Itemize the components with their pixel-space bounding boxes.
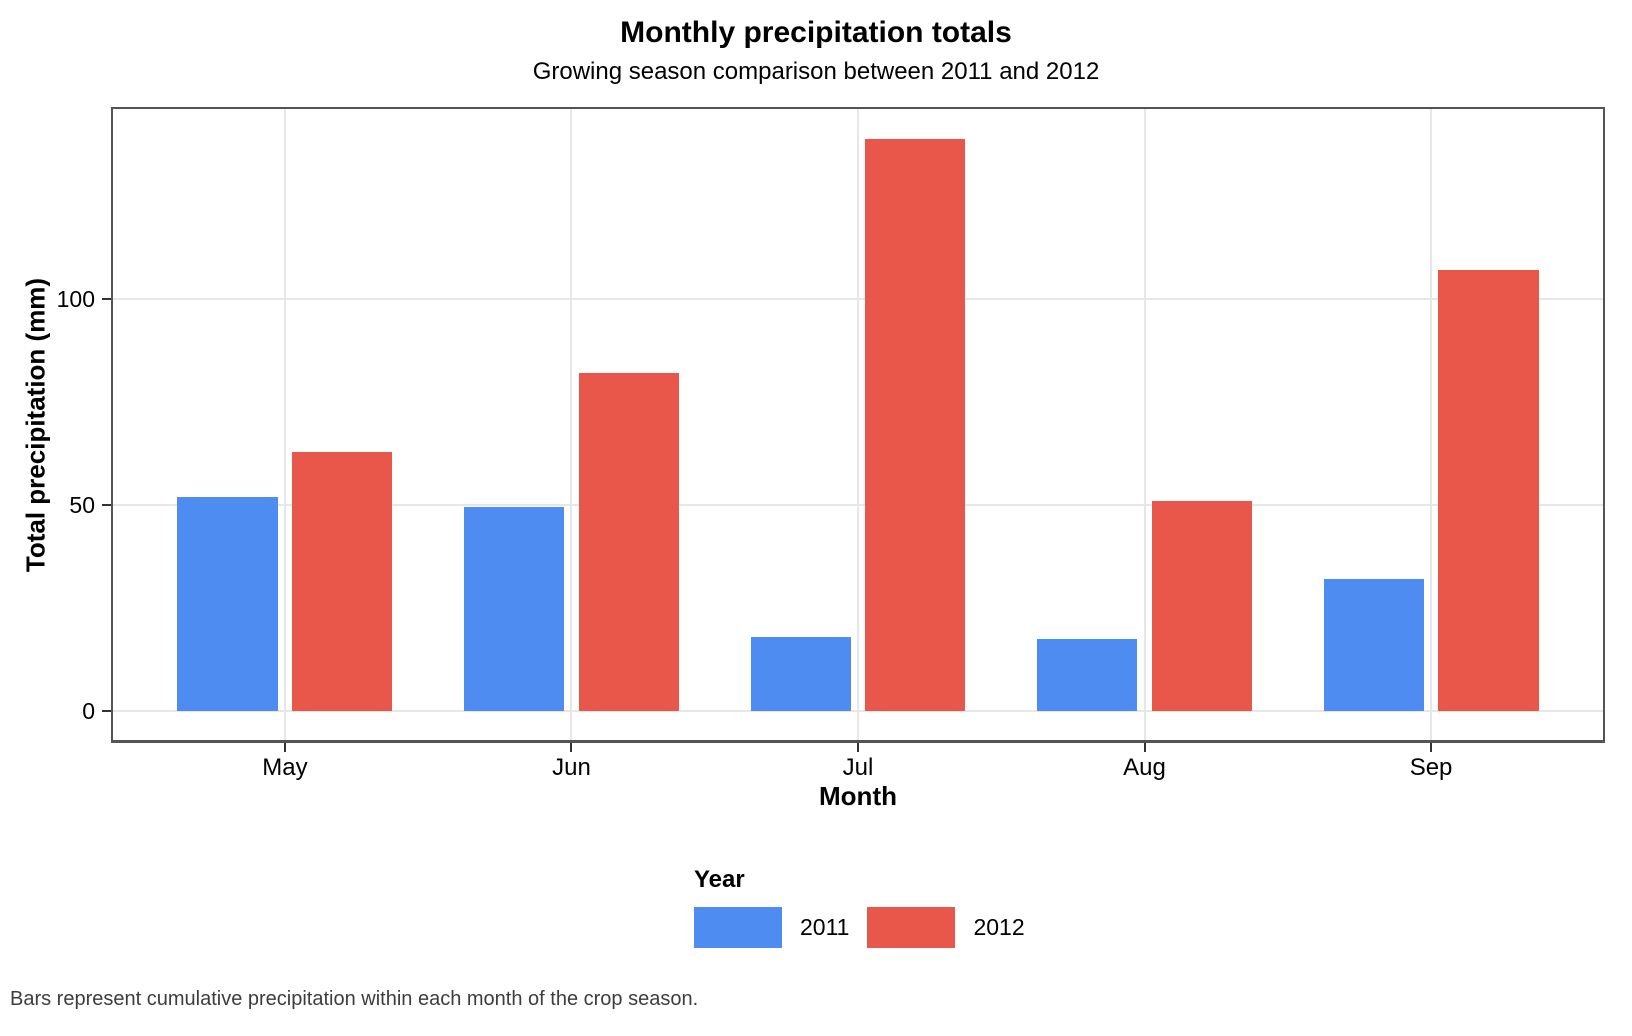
- x-axis-tick: [857, 743, 859, 752]
- legend-label: 2011: [800, 914, 850, 940]
- y-tick-label: 0: [82, 698, 95, 725]
- x-axis-title: Month: [819, 781, 897, 811]
- legend-items: 2011 2012: [694, 907, 1025, 948]
- bar-2011-Jul: [750, 637, 851, 712]
- y-axis-tick: [102, 298, 111, 301]
- x-axis-tick: [283, 743, 286, 752]
- chart-subtitle: Growing season comparison between 2011 a…: [532, 58, 1100, 85]
- plot-panel: 0 50 100 May Jun Jul Aug Sep: [57, 107, 1605, 781]
- x-tick-label: Aug: [1123, 754, 1166, 781]
- y-axis-tick: [102, 504, 111, 507]
- gridline-vertical: [283, 109, 286, 740]
- y-axis-title: Total precipitation (mm): [20, 277, 51, 573]
- y-axis-tick: [102, 710, 111, 713]
- bar-2011-Sep: [1323, 579, 1424, 712]
- legend: Year 2011 2012: [694, 866, 1025, 948]
- bar-2012-May: [292, 451, 393, 712]
- chart-title: Monthly precipitation totals: [620, 16, 1012, 49]
- gridline-vertical: [857, 109, 859, 740]
- legend-swatch-2012: [867, 907, 956, 948]
- chart-caption: Bars represent cumulative precipitation …: [10, 988, 699, 1010]
- y-tick-label: 100: [56, 286, 95, 313]
- legend-title: Year: [694, 866, 745, 893]
- gridline-vertical: [1430, 109, 1433, 740]
- legend-item-2012: 2012: [867, 907, 1025, 948]
- x-tick-label: Sep: [1409, 754, 1453, 781]
- x-tick-label: Jun: [552, 754, 591, 781]
- bar-2012-Sep: [1438, 270, 1539, 712]
- x-axis-tick: [1430, 743, 1433, 752]
- x-tick-label: Jul: [842, 754, 874, 781]
- x-tick-label: May: [262, 754, 308, 781]
- gridline-vertical: [1143, 109, 1146, 740]
- legend-item-2011: 2011: [694, 907, 849, 948]
- y-tick-label: 50: [69, 492, 95, 519]
- bar-2012-Jul: [865, 138, 966, 712]
- legend-swatch-2011: [694, 907, 782, 948]
- bar-2011-Aug: [1037, 639, 1138, 712]
- legend-label: 2012: [973, 914, 1025, 940]
- x-axis-tick: [1143, 743, 1146, 752]
- x-axis-tick: [570, 743, 573, 752]
- bar-2012-Aug: [1151, 501, 1252, 712]
- bar-2011-Jun: [464, 507, 565, 712]
- gridline-vertical: [570, 109, 573, 740]
- bar-2011-May: [177, 496, 278, 712]
- bar-2012-Jun: [578, 373, 679, 712]
